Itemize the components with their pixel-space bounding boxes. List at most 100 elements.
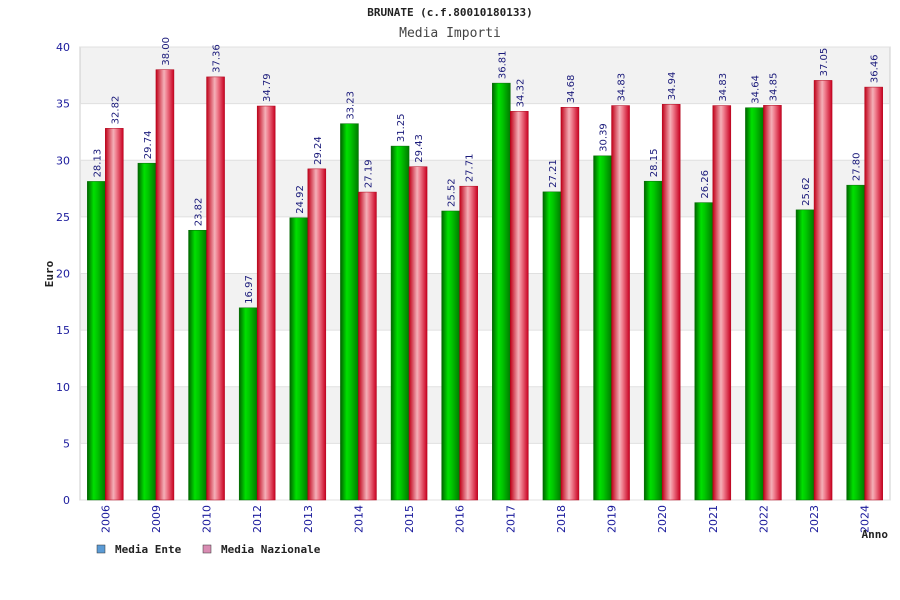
x-tick-label: 2023 (808, 505, 821, 533)
data-label: 25.62 (801, 177, 812, 206)
data-label: 34.32 (515, 79, 526, 108)
data-label: 34.85 (768, 73, 779, 102)
data-label: 32.82 (110, 96, 121, 125)
data-label: 36.81 (497, 50, 508, 79)
data-label: 34.94 (667, 72, 678, 101)
bar-media-ente-2017 (492, 82, 511, 501)
bar-media-nazionale-2012 (256, 105, 276, 501)
y-tick-label: 5 (63, 437, 70, 450)
data-label: 34.68 (566, 75, 577, 104)
x-tick-label: 2022 (757, 505, 770, 533)
data-label: 34.79 (262, 73, 273, 102)
x-tick-label: 2018 (555, 505, 568, 533)
chart-title: BRUNATE (c.f.80010180133) (367, 6, 533, 19)
legend-label-media-nazionale: Media Nazionale (221, 543, 321, 556)
bar-media-nazionale-2017 (510, 111, 529, 501)
bar-media-ente-2010 (188, 229, 207, 501)
data-label: 24.92 (295, 185, 306, 214)
x-tick-label: 2014 (352, 505, 365, 533)
data-label: 34.64 (750, 75, 761, 104)
y-axis-title: Euro (43, 260, 56, 287)
bar-media-ente-2020 (643, 180, 663, 501)
data-label: 25.52 (447, 178, 458, 207)
bar-media-nazionale-2014 (358, 191, 377, 501)
x-tick-label: 2010 (201, 505, 214, 533)
bar-media-nazionale-2019 (611, 105, 630, 501)
bars (87, 69, 883, 501)
data-label: 37.05 (819, 48, 830, 77)
bar-media-ente-2023 (795, 209, 815, 501)
y-tick-label: 0 (63, 494, 70, 507)
data-label: 27.19 (363, 159, 374, 188)
data-label: 38.00 (161, 37, 172, 66)
bar-media-nazionale-2013 (307, 168, 327, 501)
bar-media-nazionale-2010 (206, 76, 225, 501)
y-tick-label: 35 (56, 98, 70, 111)
chart-subtitle: Media Importi (399, 26, 501, 41)
x-tick-label: 2016 (454, 505, 467, 533)
data-label: 16.97 (244, 275, 255, 304)
bar-media-ente-2015 (390, 145, 410, 501)
x-tick-label: 2015 (403, 505, 416, 533)
bar-media-nazionale-2024 (864, 86, 883, 501)
data-label: 33.23 (345, 91, 356, 120)
bar-media-ente-2012 (238, 307, 258, 501)
y-tick-label: 10 (56, 381, 70, 394)
bar-media-nazionale-2021 (712, 105, 732, 501)
data-label: 28.13 (92, 149, 103, 178)
bar-media-ente-2022 (745, 107, 764, 501)
bar-media-ente-2016 (441, 210, 460, 501)
y-tick-label: 40 (56, 41, 70, 54)
bar-media-ente-2014 (340, 123, 359, 501)
data-label: 34.83 (617, 73, 628, 102)
data-label: 30.39 (599, 123, 610, 152)
x-tick-label: 2021 (707, 505, 720, 533)
bar-media-nazionale-2016 (459, 185, 478, 501)
bar-media-nazionale-2023 (813, 80, 833, 501)
bar-media-nazionale-2006 (105, 128, 124, 501)
legend-swatch-media-ente (96, 544, 106, 554)
x-axis-title: Anno (862, 528, 889, 541)
legend: Media Ente Media Nazionale (96, 543, 321, 556)
bar-media-nazionale-2020 (661, 104, 681, 501)
data-label: 27.71 (465, 154, 476, 183)
x-tick-label: 2009 (150, 505, 163, 533)
data-label: 34.83 (718, 73, 729, 102)
y-axis-ticks: 0 5 10 15 20 25 30 35 40 (56, 41, 70, 507)
bar-media-ente-2006 (87, 181, 106, 501)
data-labels: 28.13 32.82 29.74 38.00 23.82 37.36 16.97 34.79… (92, 37, 880, 304)
data-label: 37.36 (212, 44, 223, 73)
data-label: 31.25 (396, 113, 407, 142)
legend-swatch-media-nazionale (202, 544, 212, 554)
bar-media-ente-2013 (289, 217, 309, 501)
y-tick-label: 20 (56, 268, 70, 281)
data-label: 36.46 (870, 54, 881, 83)
x-tick-label: 2006 (99, 505, 112, 533)
bar-media-ente-2021 (694, 202, 714, 501)
bar-media-ente-2024 (846, 184, 865, 501)
data-label: 28.15 (649, 149, 660, 178)
legend-label-media-ente: Media Ente (115, 543, 182, 556)
bar-media-ente-2019 (593, 155, 612, 501)
bar-media-nazionale-2022 (763, 105, 782, 501)
x-axis-ticks: 2006 2009 2010 2012 2013 2014 2015 2016 2017 2018… (99, 505, 871, 533)
bar-media-nazionale-2015 (408, 166, 428, 501)
data-label: 27.80 (852, 153, 863, 182)
x-tick-label: 2020 (656, 505, 669, 533)
y-tick-label: 25 (56, 211, 70, 224)
bar-media-nazionale-2018 (560, 106, 580, 501)
y-tick-label: 30 (56, 154, 70, 167)
data-label: 29.24 (313, 136, 324, 165)
bar-media-ente-2009 (137, 162, 157, 501)
x-tick-label: 2019 (606, 505, 619, 533)
x-tick-label: 2024 (859, 505, 872, 533)
x-tick-label: 2012 (251, 505, 264, 533)
bar-media-nazionale-2009 (155, 69, 175, 501)
data-label: 26.26 (700, 170, 711, 199)
data-label: 27.21 (548, 159, 559, 188)
x-tick-label: 2013 (302, 505, 315, 533)
data-label: 23.82 (194, 198, 205, 227)
data-label: 29.74 (143, 131, 154, 160)
data-label: 29.43 (414, 134, 425, 163)
